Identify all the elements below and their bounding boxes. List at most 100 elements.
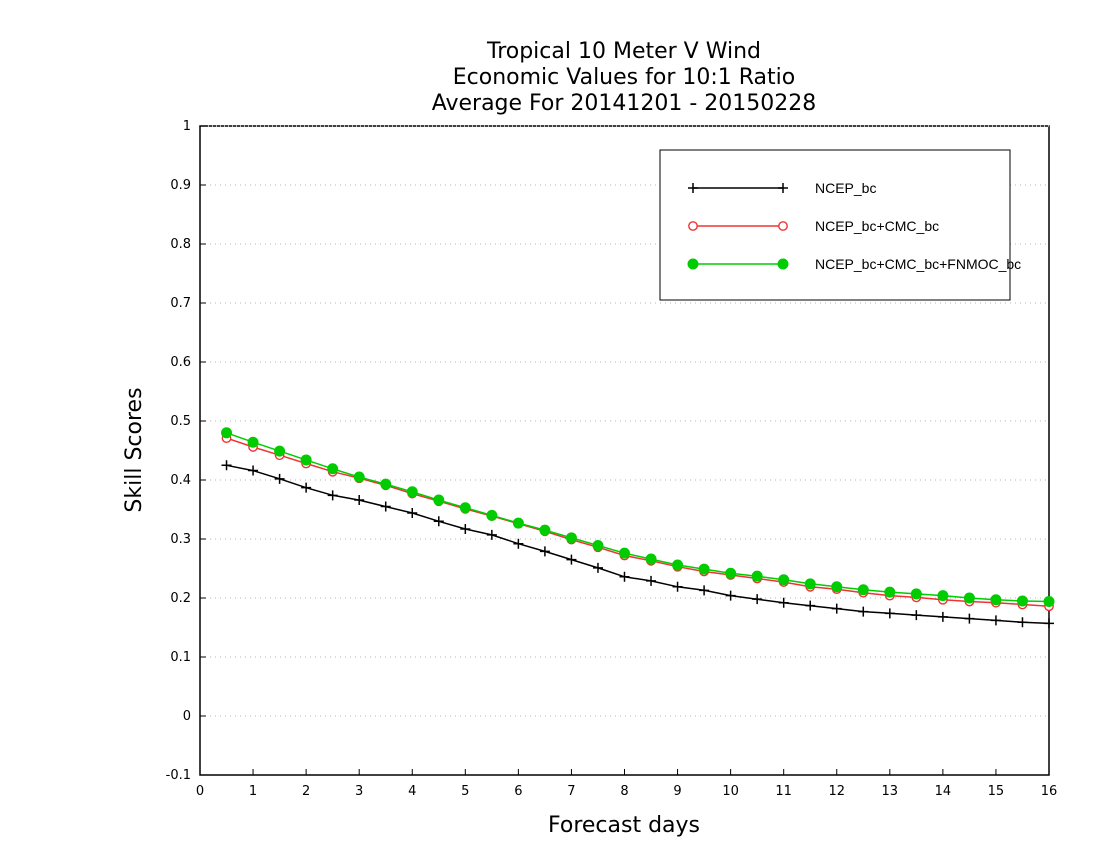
data-point: [645, 553, 657, 565]
x-tick-label: 7: [567, 784, 575, 799]
data-point: [884, 608, 895, 619]
data-point: [486, 509, 498, 521]
x-tick-label: 14: [935, 784, 952, 799]
data-point: [1017, 617, 1028, 628]
data-point: [990, 615, 1001, 626]
data-point: [937, 590, 949, 602]
x-axis-ticks: 0 1 2 3 4 5 6 7 8 9 10 11 12 13 14 15 16: [196, 769, 1057, 799]
data-point: [1043, 596, 1055, 608]
data-point: [300, 454, 312, 466]
x-tick-label: 15: [988, 784, 1005, 799]
data-point: [459, 502, 471, 514]
data-point: [688, 183, 698, 193]
data-point: [778, 183, 788, 193]
data-point: [221, 460, 232, 471]
data-point: [884, 586, 896, 598]
data-point: [699, 585, 710, 596]
x-tick-label: 4: [408, 784, 416, 799]
data-point: [248, 465, 259, 476]
y-axis-label: Skill Scores: [122, 387, 147, 512]
y-tick-label: 0.3: [170, 532, 191, 547]
series-3: [221, 427, 1055, 608]
chart-title: Tropical 10 Meter V Wind Economic Values…: [432, 39, 817, 116]
x-tick-label: 6: [514, 784, 522, 799]
x-tick-label: 12: [828, 784, 845, 799]
data-point: [327, 490, 338, 501]
data-point: [911, 610, 922, 621]
y-tick-label: -0.1: [166, 768, 191, 783]
data-point: [274, 473, 285, 484]
y-axis-ticks: -0.1 0 0.1 0.2 0.3 0.4 0.5 0.6 0.7 0.8 0.9 1: [166, 119, 206, 783]
chart-title-line-1: Tropical 10 Meter V Wind: [486, 39, 761, 64]
data-point: [858, 606, 869, 617]
data-point: [433, 494, 445, 506]
data-point: [247, 436, 259, 448]
y-tick-label: 0.4: [170, 473, 191, 488]
data-point: [460, 523, 471, 534]
data-point: [910, 588, 922, 600]
x-tick-label: 5: [461, 784, 469, 799]
data-point: [937, 611, 948, 622]
data-point: [1016, 595, 1028, 607]
data-point: [354, 495, 365, 506]
series-line: [226, 437, 1050, 608]
data-point: [513, 538, 524, 549]
data-point: [964, 613, 975, 624]
data-point: [539, 524, 551, 536]
series-line: [226, 432, 1050, 603]
data-point: [963, 592, 975, 604]
legend-entry: NCEP_bc+CMC_bc: [688, 218, 939, 234]
chart-title-line-3: Average For 20141201 - 20150228: [432, 91, 817, 116]
legend-label: NCEP_bc: [815, 180, 876, 196]
x-tick-label: 16: [1041, 784, 1058, 799]
data-point: [831, 603, 842, 614]
y-tick-label: 0: [183, 709, 191, 724]
data-point: [592, 539, 604, 551]
data-point: [380, 478, 392, 490]
data-point: [353, 471, 365, 483]
data-point: [778, 574, 790, 586]
data-point: [672, 559, 684, 571]
y-tick-label: 0.2: [170, 591, 191, 606]
series-lines: [221, 427, 1055, 629]
y-tick-label: 0.6: [170, 355, 191, 370]
legend: NCEP_bc NCEP_bc+CMC_bc NCEP_bc+CMC_bc+FNMO…: [659, 149, 1021, 301]
x-tick-label: 1: [249, 784, 257, 799]
x-tick-label: 2: [302, 784, 310, 799]
x-tick-label: 10: [722, 784, 739, 799]
data-point: [778, 597, 789, 608]
data-point: [646, 575, 657, 586]
data-point: [805, 600, 816, 611]
x-tick-label: 11: [775, 784, 792, 799]
data-point: [725, 567, 737, 579]
x-tick-label: 13: [882, 784, 899, 799]
data-point: [407, 508, 418, 519]
data-point: [857, 584, 869, 596]
data-point: [301, 482, 312, 493]
x-tick-label: 9: [673, 784, 681, 799]
data-point: [687, 258, 699, 270]
legend-entry: NCEP_bc: [688, 180, 876, 196]
data-point: [539, 546, 550, 557]
data-point: [380, 501, 391, 512]
data-point: [592, 562, 603, 573]
data-point: [778, 221, 788, 231]
x-tick-label: 8: [620, 784, 628, 799]
data-point: [752, 594, 763, 605]
data-point: [566, 554, 577, 565]
legend-box: [659, 149, 1011, 301]
data-point: [751, 570, 763, 582]
data-point: [990, 594, 1002, 606]
y-tick-label: 0.9: [170, 178, 191, 193]
data-point: [565, 532, 577, 544]
series-line: [226, 464, 1050, 625]
data-point: [327, 463, 339, 475]
y-tick-label: 0.8: [170, 237, 191, 252]
data-point: [831, 581, 843, 593]
series-2: [221, 433, 1054, 612]
data-point: [221, 427, 233, 439]
data-point: [406, 486, 418, 498]
data-point: [274, 445, 286, 457]
data-point: [672, 581, 683, 592]
